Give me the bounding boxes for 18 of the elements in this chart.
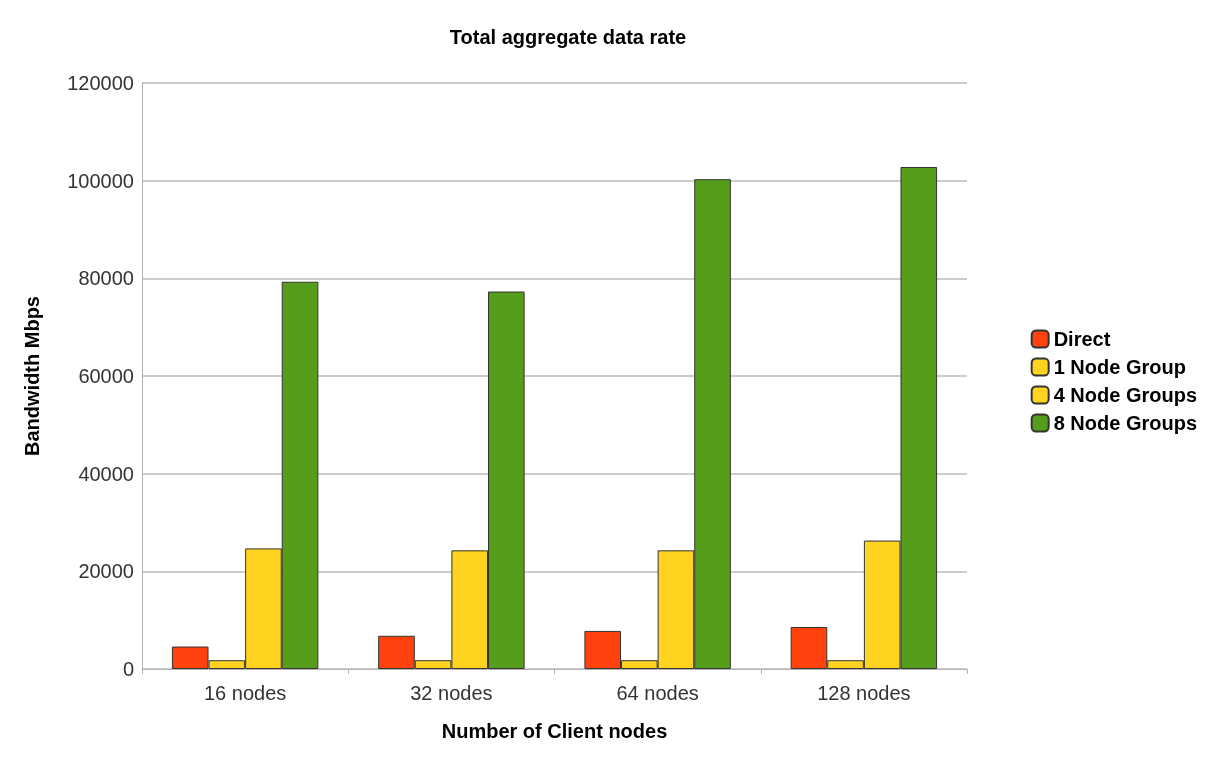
x-tick-label: 16 nodes <box>203 682 287 704</box>
x-tick-label: 64 nodes <box>616 682 699 704</box>
legend-label: 8 Node Groups <box>1053 412 1198 434</box>
y-tick-label: 0 <box>122 658 134 680</box>
y-tick-label: 100000 <box>67 169 134 192</box>
y-axis-title: Bandwidth Mbps <box>21 296 43 456</box>
x-tick-label: 32 nodes <box>410 682 493 704</box>
y-tick-label: 40000 <box>78 462 134 485</box>
y-tick-label: 60000 <box>78 365 134 387</box>
legend-label: 1 Node Group <box>1053 356 1186 378</box>
y-tick-label: 120000 <box>67 72 134 94</box>
y-tick-label: 20000 <box>78 560 134 583</box>
x-axis-title: Number of Client nodes <box>441 720 668 742</box>
x-tick-label: 128 nodes <box>817 682 911 704</box>
chart-title: Total aggregate data rate <box>449 26 687 48</box>
y-tick-label: 80000 <box>78 267 134 290</box>
legend-label: 4 Node Groups <box>1053 384 1198 406</box>
legend-label: Direct <box>1053 328 1111 350</box>
